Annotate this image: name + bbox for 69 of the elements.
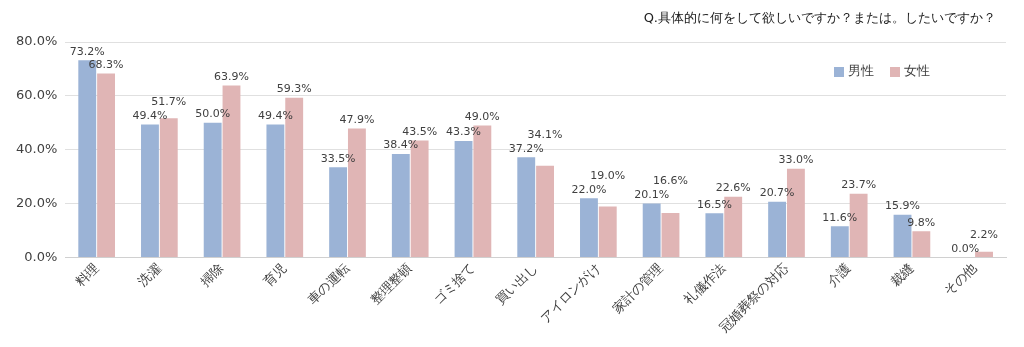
bar <box>517 157 536 258</box>
bar <box>266 124 285 258</box>
bar <box>661 212 680 258</box>
data-label: 49.0% <box>464 109 500 123</box>
data-label: 49.4% <box>132 108 168 122</box>
bar <box>830 226 849 258</box>
x-tick-label: ゴミ捨て <box>430 260 478 308</box>
data-label: 22.6% <box>715 181 751 195</box>
data-label: 43.5% <box>402 124 438 138</box>
data-label: 47.9% <box>339 112 375 126</box>
x-tick-label: 家計の管理 <box>609 260 666 317</box>
x-tick-label: 介護 <box>824 260 854 290</box>
data-label: 50.0% <box>195 107 231 121</box>
data-label: 19.0% <box>590 168 626 182</box>
data-label: 20.1% <box>634 187 670 201</box>
text: Q.具体的に何をして欲しいですか？または。したいですか？ <box>643 9 996 25</box>
x-tick-label: その他 <box>940 260 980 299</box>
y-tick-label: 20.0% <box>15 195 58 211</box>
bar <box>705 213 724 258</box>
data-label: 63.9% <box>214 69 249 83</box>
x-tick-label: 裁縫 <box>887 260 917 290</box>
y-tick-label: 60.0% <box>15 87 58 103</box>
data-label: 34.1% <box>527 127 563 141</box>
data-label: 16.5% <box>696 197 732 211</box>
bar <box>141 124 159 258</box>
bar <box>454 140 473 258</box>
legend-label: 男性 <box>848 63 874 79</box>
bar <box>912 231 931 258</box>
bar <box>97 73 115 258</box>
x-tick-label: 整理整頓 <box>367 260 415 308</box>
bar <box>159 118 178 258</box>
bar <box>642 203 661 258</box>
bar <box>536 165 554 258</box>
bar <box>598 206 617 258</box>
data-label: 22.0% <box>571 182 607 196</box>
data-label: 73.2% <box>69 44 105 58</box>
data-label: 0.0% <box>951 241 980 255</box>
x-tick-label: 料理 <box>72 260 102 290</box>
data-label: 20.7% <box>759 186 795 200</box>
data-label: 43.3% <box>446 125 482 139</box>
y-tick-label: 40.0% <box>15 141 58 157</box>
x-tick-label: 掃除 <box>197 260 227 290</box>
data-label: 15.9% <box>885 199 920 213</box>
x-tick-label: 育児 <box>260 260 290 290</box>
y-tick-label: 80.0% <box>15 33 58 49</box>
data-label: 23.7% <box>841 178 877 192</box>
bar <box>768 201 787 258</box>
bar <box>975 251 993 258</box>
data-label: 38.4% <box>383 138 419 152</box>
y-tick-label: 0.0% <box>24 249 58 264</box>
x-tick-label: 車の運転 <box>304 260 353 308</box>
data-label: 33.5% <box>320 151 356 165</box>
data-label: 16.6% <box>653 173 688 187</box>
data-label: 11.6% <box>822 210 858 224</box>
data-label: 2.2% <box>970 227 999 241</box>
data-label: 68.3% <box>88 57 124 71</box>
legend-label: 女性 <box>904 63 930 79</box>
data-label: 33.0% <box>778 153 814 167</box>
data-label: 37.2% <box>508 141 544 155</box>
data-label: 59.3% <box>276 82 312 96</box>
bar <box>391 154 410 258</box>
bar <box>580 198 598 258</box>
x-tick-label: 洗濯 <box>134 260 164 290</box>
data-label: 51.7% <box>151 94 187 108</box>
data-label: 9.8% <box>907 215 936 229</box>
bar <box>329 167 348 258</box>
x-tick-label: 礼儀作法 <box>680 260 729 308</box>
bar <box>203 122 222 258</box>
data-label: 49.4% <box>257 108 293 122</box>
